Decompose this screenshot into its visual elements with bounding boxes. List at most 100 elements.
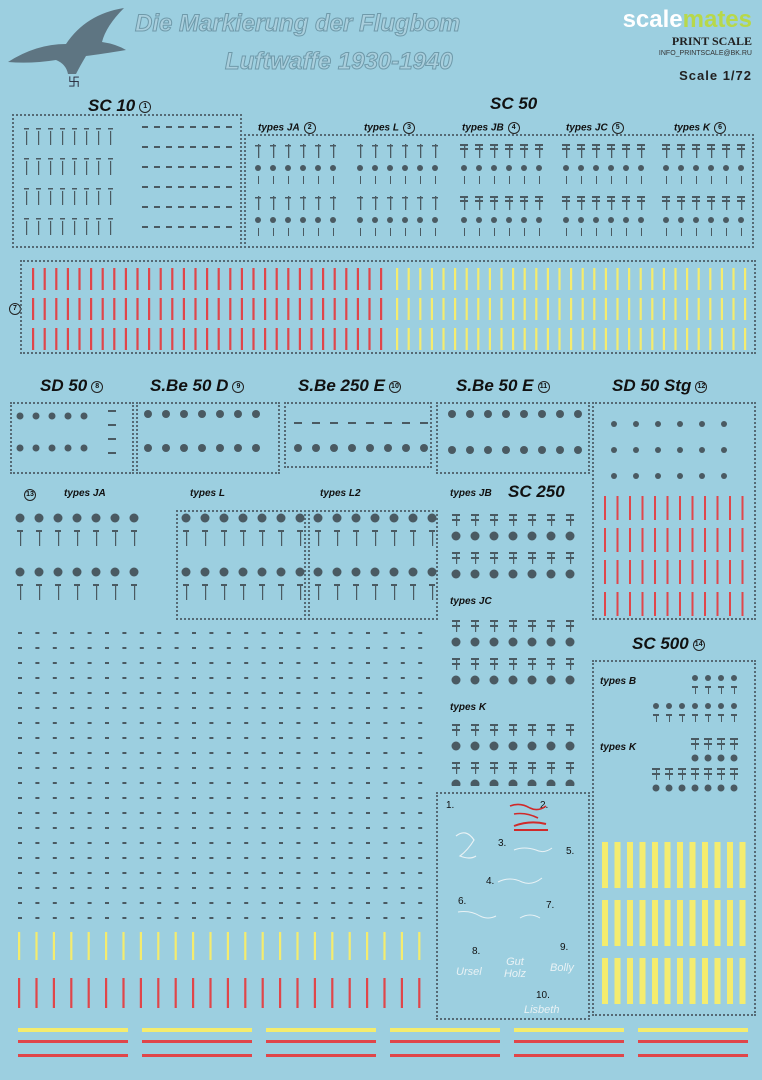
stencil-decal	[614, 842, 621, 888]
band-decal	[70, 632, 75, 634]
roundel-decal	[699, 421, 705, 427]
stencil-decal	[390, 228, 391, 236]
stencil-decal	[604, 592, 606, 616]
stencil-decal	[360, 196, 362, 210]
stencil-decal	[52, 978, 55, 1008]
roundel-decal	[502, 446, 510, 454]
stencil-decal	[641, 176, 642, 184]
roundel-decal	[110, 567, 120, 577]
sbe50e-label: S.Be 50 E 11	[456, 376, 550, 396]
stencil-decal	[702, 842, 708, 888]
band-decal	[226, 692, 231, 694]
band-decal	[18, 677, 22, 679]
band-decal	[209, 887, 214, 889]
stencil-decal	[194, 268, 197, 290]
roundel-decal	[387, 165, 393, 171]
band-decal	[366, 662, 370, 664]
band-decal	[157, 647, 162, 649]
roundel-decal	[181, 513, 191, 523]
stencil-decal	[558, 328, 561, 350]
band-decal	[400, 707, 405, 709]
band-decal	[400, 782, 405, 784]
band-decal	[383, 782, 388, 784]
stencil-decal	[366, 932, 369, 960]
band-decal	[348, 812, 353, 814]
band-decal	[174, 767, 179, 769]
band-decal	[244, 782, 249, 784]
roundel-decal	[699, 473, 705, 479]
band-decal	[226, 722, 231, 724]
band-decal	[18, 752, 22, 754]
stencil-decal	[281, 532, 283, 546]
stencil-decal	[696, 228, 697, 236]
roundel-decal	[556, 410, 564, 418]
stencil-decal	[252, 298, 255, 320]
band-decal	[226, 737, 231, 739]
band-decal	[209, 872, 214, 874]
roundel-decal	[32, 444, 40, 452]
stencil-decal	[611, 196, 613, 210]
stencil-decal	[513, 658, 515, 670]
stencil-decal	[570, 620, 572, 632]
band-decal	[202, 146, 208, 148]
roundel-decal	[563, 217, 569, 223]
stencil-decal	[407, 298, 410, 320]
band-decal	[296, 737, 301, 739]
roundel-decal	[285, 165, 291, 171]
band-decal	[70, 647, 75, 649]
band-decal	[366, 917, 370, 919]
roundel-decal	[692, 703, 698, 709]
band-decal	[105, 632, 109, 634]
stencil-decal	[708, 686, 709, 694]
stencil-decal	[479, 176, 480, 184]
stencil-decal	[333, 144, 335, 158]
stencil-decal	[209, 978, 212, 1008]
stencil-decal	[171, 268, 174, 290]
band-decal	[296, 707, 301, 709]
stencil-decal	[513, 620, 515, 632]
stencil-decal	[148, 328, 151, 350]
roundel-decal	[538, 446, 546, 454]
roundel-decal	[16, 444, 24, 452]
roundel-decal	[91, 513, 101, 523]
roundel-decal	[678, 784, 686, 792]
stencil-decal	[192, 932, 195, 960]
band-decal	[261, 707, 266, 709]
band-decal	[48, 128, 53, 130]
sc50-type-ja: types JA 2	[258, 122, 316, 134]
stencil-decal	[430, 298, 433, 320]
stencil-decal	[691, 592, 694, 616]
band-decal	[331, 767, 336, 769]
stencil-decal	[626, 228, 627, 236]
band-decal	[638, 1054, 748, 1057]
roundel-decal	[234, 444, 242, 452]
stencil-decal	[711, 228, 712, 236]
band-decal	[331, 797, 336, 799]
band-decal	[174, 827, 179, 829]
stencil-decal	[744, 298, 747, 320]
band-decal	[400, 737, 405, 739]
stencil-decal	[581, 228, 582, 236]
band-decal	[226, 166, 232, 168]
stencil-decal	[539, 196, 541, 210]
stencil-decal	[288, 176, 289, 184]
band-decal	[18, 692, 22, 694]
roundel-decal	[15, 513, 25, 523]
stencil-decal	[539, 228, 540, 236]
inscriptions-box	[436, 792, 590, 1020]
stencil-decal	[629, 560, 631, 584]
stencil-decal	[727, 958, 733, 1004]
stencil-decal	[464, 176, 465, 184]
band-decal	[18, 872, 22, 874]
roundel-decal	[638, 165, 644, 171]
stencil-decal	[206, 268, 209, 290]
stencil-decal	[697, 268, 700, 290]
stencil-decal	[704, 496, 706, 520]
roundel-decal	[520, 410, 528, 418]
band-decal	[174, 722, 179, 724]
band-decal	[52, 767, 57, 769]
stencil-decal	[729, 560, 731, 584]
band-decal	[154, 206, 160, 208]
band-decal	[174, 692, 179, 694]
stencil-decal	[666, 176, 667, 184]
